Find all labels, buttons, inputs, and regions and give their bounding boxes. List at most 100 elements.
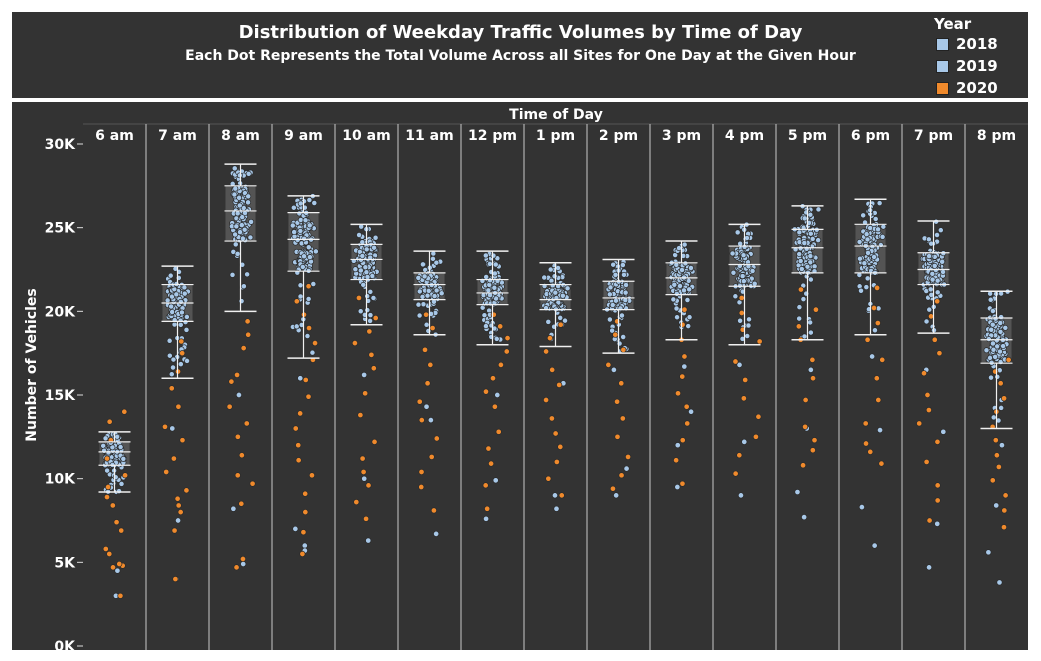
data-point-2019: [682, 260, 689, 267]
data-point-2019: [312, 248, 319, 255]
x-axis-title: Time of Day: [509, 107, 603, 123]
data-point-2020: [800, 462, 807, 469]
hour-label: 9 am: [284, 128, 323, 144]
data-point-2019: [297, 200, 304, 207]
data-point-2019: [557, 314, 564, 321]
data-point-2019: [423, 321, 430, 328]
hour-column-8-pm: 8 pm: [964, 124, 1016, 650]
data-point-2020: [490, 311, 497, 318]
chart-subtitle: Each Dot Represents the Total Volume Acr…: [185, 48, 856, 64]
data-point-2020: [243, 420, 250, 427]
data-point-2019: [170, 356, 177, 363]
data-point-2020: [875, 396, 882, 404]
data-point-2020: [300, 529, 307, 536]
data-point-2019: [372, 234, 379, 241]
data-point-2020: [234, 433, 241, 440]
y-tick-label: 5K: [54, 555, 76, 571]
data-point-2020: [421, 346, 429, 353]
data-point-2020: [305, 283, 312, 290]
data-point-2020: [418, 483, 425, 491]
data-point-2019: [983, 347, 990, 354]
data-point-2019: [729, 250, 736, 257]
data-point-2019: [369, 273, 376, 279]
data-point-2020: [548, 415, 555, 422]
data-point-2019: [297, 228, 304, 234]
data-point-2019: [734, 229, 741, 236]
hour-column-5-pm: 5 pm: [775, 124, 827, 650]
data-point-2018: [985, 549, 992, 556]
data-point-2019: [311, 200, 318, 206]
hour-label: 7 pm: [914, 128, 953, 144]
data-point-2019: [483, 323, 489, 330]
data-point-2020: [812, 306, 819, 313]
data-point-2019: [309, 349, 316, 356]
data-point-2019: [673, 305, 680, 312]
legend-item-2018[interactable]: 2018: [936, 33, 998, 55]
data-point-2020: [418, 468, 425, 476]
data-point-2019: [545, 318, 552, 325]
data-point-2019: [989, 321, 996, 328]
data-point-2018: [876, 427, 884, 434]
data-point-2019: [104, 467, 111, 474]
legend-item-2019[interactable]: 2019: [936, 55, 998, 77]
data-point-2019: [238, 222, 245, 229]
data-point-2020: [238, 500, 245, 507]
data-point-2020: [545, 475, 552, 482]
y-tick-label: 10K: [45, 472, 76, 488]
data-point-2019: [360, 281, 367, 288]
data-point-2020: [989, 477, 996, 484]
data-point-2020: [113, 519, 120, 526]
data-point-2019: [231, 191, 238, 198]
legend: Year 2018 2019 2020: [934, 15, 998, 99]
data-point-2019: [997, 328, 1004, 335]
data-point-2020: [228, 378, 235, 385]
data-point-2019: [183, 326, 190, 333]
legend-label-2019: 2019: [956, 57, 998, 75]
data-point-2020: [305, 325, 313, 332]
data-point-2020: [433, 435, 440, 442]
data-point-2020: [174, 495, 181, 502]
data-point-2020: [934, 438, 941, 445]
hour-label: 4 pm: [725, 128, 764, 144]
data-point-2019: [863, 284, 870, 291]
data-point-2018: [674, 483, 681, 491]
data-point-2019: [232, 231, 239, 238]
data-point-2020: [681, 306, 688, 313]
legend-item-2020[interactable]: 2020: [936, 77, 998, 99]
data-point-2019: [684, 297, 691, 303]
data-point-2020: [103, 494, 111, 501]
data-point-2020: [366, 328, 373, 335]
data-point-2019: [934, 289, 941, 296]
data-point-2020: [363, 515, 370, 522]
data-point-2019: [433, 287, 440, 294]
data-point-2019: [871, 254, 877, 260]
data-point-2019: [926, 253, 933, 260]
y-tick-label: 15K: [45, 388, 76, 404]
data-point-2019: [619, 262, 626, 268]
data-point-2019: [559, 292, 566, 299]
data-point-2019: [357, 267, 364, 274]
data-point-2020: [311, 340, 319, 347]
data-point-2019: [367, 312, 374, 319]
hour-label: 8 am: [221, 128, 260, 144]
data-point-2019: [879, 233, 886, 240]
data-point-2019: [815, 237, 822, 244]
hour-label: 12 pm: [468, 128, 517, 144]
data-point-2020: [245, 331, 252, 338]
data-point-2020: [161, 423, 169, 430]
data-point-2018: [551, 492, 559, 499]
data-point-2019: [612, 297, 619, 304]
data-point-2019: [749, 268, 756, 274]
data-point-2019: [168, 303, 175, 310]
data-point-2020: [936, 350, 943, 357]
data-point-2020: [102, 545, 109, 552]
data-point-2019: [183, 313, 190, 320]
data-point-2019: [236, 202, 243, 209]
y-tick-label: 20K: [45, 304, 76, 320]
data-point-2019: [857, 255, 863, 262]
data-point-2019: [673, 290, 680, 297]
data-point-2019: [989, 308, 996, 314]
data-point-2020: [809, 447, 816, 454]
data-point-2019: [555, 265, 561, 271]
legend-swatch-2019: [936, 59, 949, 73]
